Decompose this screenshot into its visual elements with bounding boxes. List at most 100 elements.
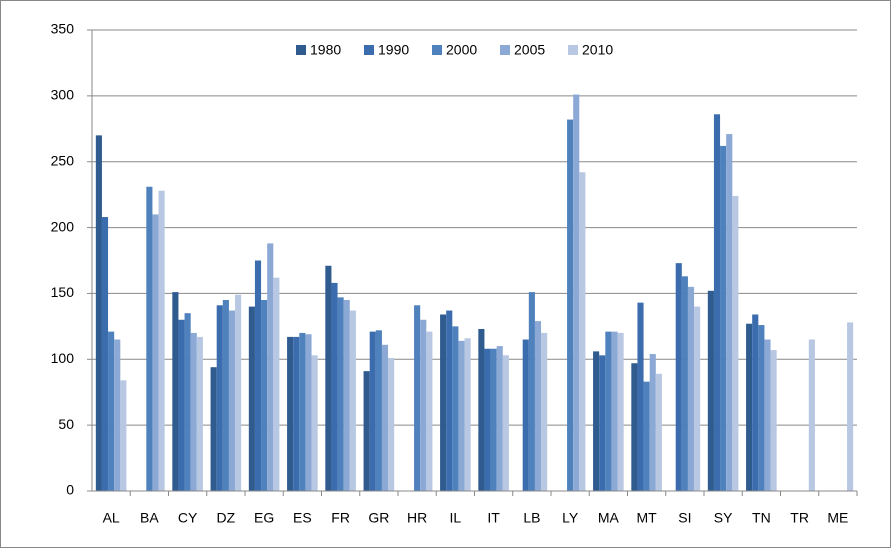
bar (254, 260, 262, 491)
bar (764, 339, 771, 491)
x-tick-label: AL (103, 510, 120, 526)
x-tick-label: BA (140, 510, 159, 526)
bar (343, 300, 350, 491)
bar (681, 276, 688, 491)
bar (752, 314, 759, 491)
legend-swatch (296, 45, 306, 55)
bar (228, 310, 236, 491)
bar (152, 214, 159, 491)
bar (172, 292, 179, 491)
y-tick-label: 250 (51, 152, 75, 168)
legend-label: 2005 (514, 42, 545, 58)
x-tick-label: TN (752, 510, 771, 526)
bar (567, 119, 574, 492)
bar (528, 292, 535, 491)
bar (287, 336, 294, 491)
bar (599, 355, 606, 491)
bar (158, 190, 165, 492)
bar (808, 339, 815, 491)
bar (446, 310, 453, 491)
bar (579, 172, 586, 491)
y-tick-label: 100 (51, 350, 75, 366)
x-tick-label: SI (678, 510, 691, 526)
bar (496, 346, 503, 491)
legend-label: 1990 (378, 42, 409, 58)
bar (293, 336, 300, 491)
legend-swatch (364, 45, 374, 55)
bar (299, 332, 306, 491)
bar (235, 294, 242, 491)
bar (273, 277, 280, 491)
bar (847, 322, 854, 491)
bar (713, 114, 721, 491)
bar (707, 290, 714, 491)
bar (381, 344, 389, 491)
x-tick-label: DZ (217, 510, 236, 526)
bar (720, 145, 727, 491)
bar (196, 336, 203, 491)
y-tick-label: 200 (51, 218, 75, 234)
bar (464, 338, 471, 491)
x-tick-label: MA (598, 510, 620, 526)
bar (687, 286, 695, 491)
bar (369, 331, 376, 491)
bar (611, 331, 618, 491)
legend-swatch (500, 45, 510, 55)
bar (146, 186, 153, 492)
bar (426, 331, 433, 491)
bar (484, 348, 491, 491)
bar (694, 306, 701, 491)
x-tick-label: EG (254, 510, 274, 526)
bar (643, 381, 650, 491)
bar (414, 305, 421, 491)
y-tick-label: 300 (51, 87, 75, 103)
x-tick-label: HR (407, 510, 427, 526)
bar (726, 134, 733, 491)
x-tick-label: GR (368, 510, 389, 526)
bar (248, 306, 255, 491)
bar (637, 302, 644, 491)
bar (617, 332, 624, 491)
bar (222, 300, 229, 491)
bar (593, 351, 600, 491)
x-tick-label: FR (331, 510, 350, 526)
bar (325, 265, 332, 491)
x-tick-label: LY (562, 510, 579, 526)
x-tick-label: TR (790, 510, 809, 526)
bar (746, 323, 753, 491)
bar (420, 319, 427, 491)
bar (261, 300, 268, 491)
bar (178, 319, 185, 491)
x-tick-label: ME (827, 510, 848, 526)
bar (502, 355, 509, 491)
bar (216, 305, 223, 491)
y-tick-label: 350 (51, 21, 75, 37)
bar (573, 94, 580, 491)
y-tick-label: 0 (66, 482, 74, 498)
bar (331, 282, 338, 491)
bar (349, 310, 356, 491)
legend-swatch (568, 45, 578, 55)
bar (305, 334, 312, 491)
legend-swatch (432, 45, 442, 55)
bar (388, 357, 395, 491)
bar (655, 373, 662, 491)
bar (337, 297, 344, 491)
bar (114, 339, 121, 491)
bar (101, 217, 109, 491)
y-tick-label: 50 (58, 416, 74, 432)
bar (534, 321, 542, 491)
legend-label: 1980 (310, 42, 341, 58)
bar (267, 243, 274, 491)
bar (95, 135, 102, 491)
bar (108, 331, 115, 491)
x-tick-label: LB (523, 510, 540, 526)
bar (184, 313, 191, 491)
bar (190, 332, 197, 491)
x-tick-label: CY (178, 510, 198, 526)
bar (210, 367, 217, 491)
bar (732, 195, 739, 491)
bar (120, 380, 127, 491)
x-tick-label: IL (450, 510, 462, 526)
